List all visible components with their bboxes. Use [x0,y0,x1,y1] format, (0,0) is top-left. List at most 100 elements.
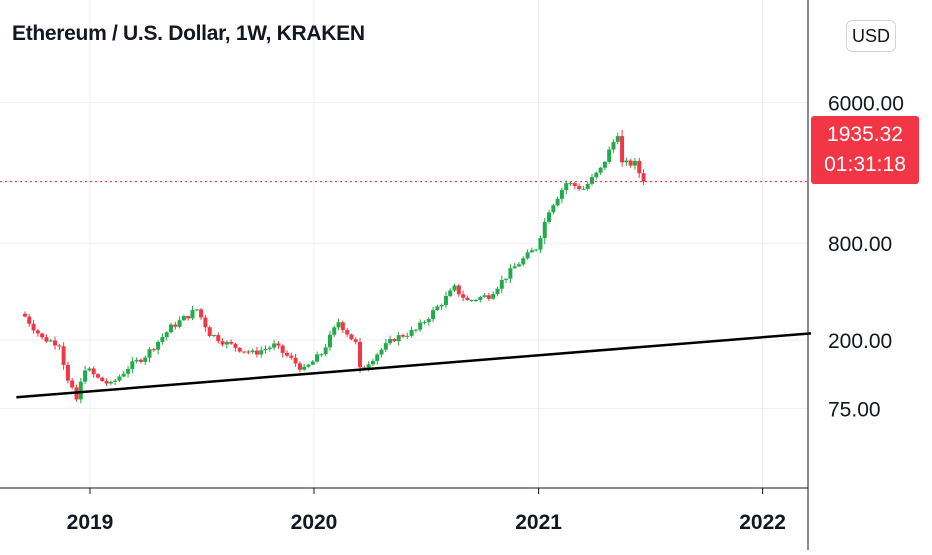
candle-body [448,290,453,296]
candle-body [555,198,560,206]
candle-body [465,297,470,301]
candle-body [508,268,513,279]
candle-body [293,357,298,364]
candle-body [478,297,483,300]
candle-body [491,294,496,299]
candle-body [422,322,427,324]
candle-body [538,238,543,250]
candle-body [396,335,401,342]
candle-body [362,367,367,369]
candle-body [628,160,633,166]
candle-body [108,381,113,384]
candle-body [358,341,363,368]
candle-body [456,285,461,295]
trend-line [16,332,812,399]
candle-body [306,364,311,367]
candle-body [332,327,337,335]
candle-body [620,136,625,163]
candle-body [568,183,573,185]
candle-body [267,347,272,349]
candle-body [315,354,320,362]
candle-body [461,294,466,298]
candle-body [547,212,552,222]
candle-body [512,266,517,269]
candle-body [637,160,642,174]
candle-body [95,374,100,378]
candle-body [615,136,620,142]
candle-body [91,368,96,375]
candle-body [190,310,195,319]
candle-body [340,322,345,331]
candle-body [439,304,444,307]
candle-body [134,359,139,362]
candle-body [564,183,569,191]
candle-body [319,354,324,356]
candle-body [156,341,161,350]
candle-body [585,183,590,189]
candle-body [169,324,174,333]
candle-body [126,369,131,374]
candle-body [572,183,577,186]
candle-body [246,351,251,353]
price-tick-label: 6000.00 [828,93,904,116]
candle-body [276,343,281,346]
candle-body [452,285,457,291]
candle-body [400,335,405,337]
price-tick-label: 800.00 [828,233,892,256]
currency-button[interactable]: USD [846,20,896,52]
candle-body [366,364,371,368]
candle-body [280,345,285,353]
candle-body [435,306,440,311]
candle-body [297,363,302,370]
candle-body [577,185,582,189]
candle-body [272,343,277,348]
candle-body [504,278,509,280]
candle-body [57,345,62,347]
candle-body [65,364,70,381]
candle-body [516,264,521,267]
candle-body [44,337,49,342]
candle-body [194,309,199,311]
candle-body [486,295,491,299]
candle-body [203,317,208,328]
candle-body [151,349,156,351]
candle-body [100,377,105,382]
candle-body [632,160,637,166]
candle-body [216,335,221,342]
candle-body [207,327,212,336]
candle-body [499,279,504,289]
candle-body [443,295,448,305]
candle-body [525,252,530,259]
candle-body [370,360,375,365]
time-tick-label: 2020 [291,511,338,534]
candle-body [413,329,418,331]
candle-body [336,322,341,328]
candle-body [113,380,118,382]
candle-body [327,334,332,348]
candle-body [211,335,216,337]
candle-body [130,361,135,370]
candle-body [87,368,92,371]
candle-body [405,335,410,337]
candle-body [310,361,315,365]
candle-body [379,349,384,355]
candle-body [594,172,599,178]
candle-body [70,380,75,388]
candle-body [590,177,595,184]
candle-body [611,141,616,150]
candle-body [302,366,307,370]
candle-body [431,310,436,320]
candle-body [482,295,487,298]
candle-body [474,299,479,301]
candle-body [551,205,556,213]
candle-body [242,351,247,353]
candle-body [224,341,229,345]
last-price-value: 1935.32 [827,123,903,146]
price-tick-label: 75.00 [828,398,881,421]
candle-body [143,357,148,362]
candle-body [529,250,534,253]
candle-body [495,288,500,295]
candle-body [345,330,350,335]
